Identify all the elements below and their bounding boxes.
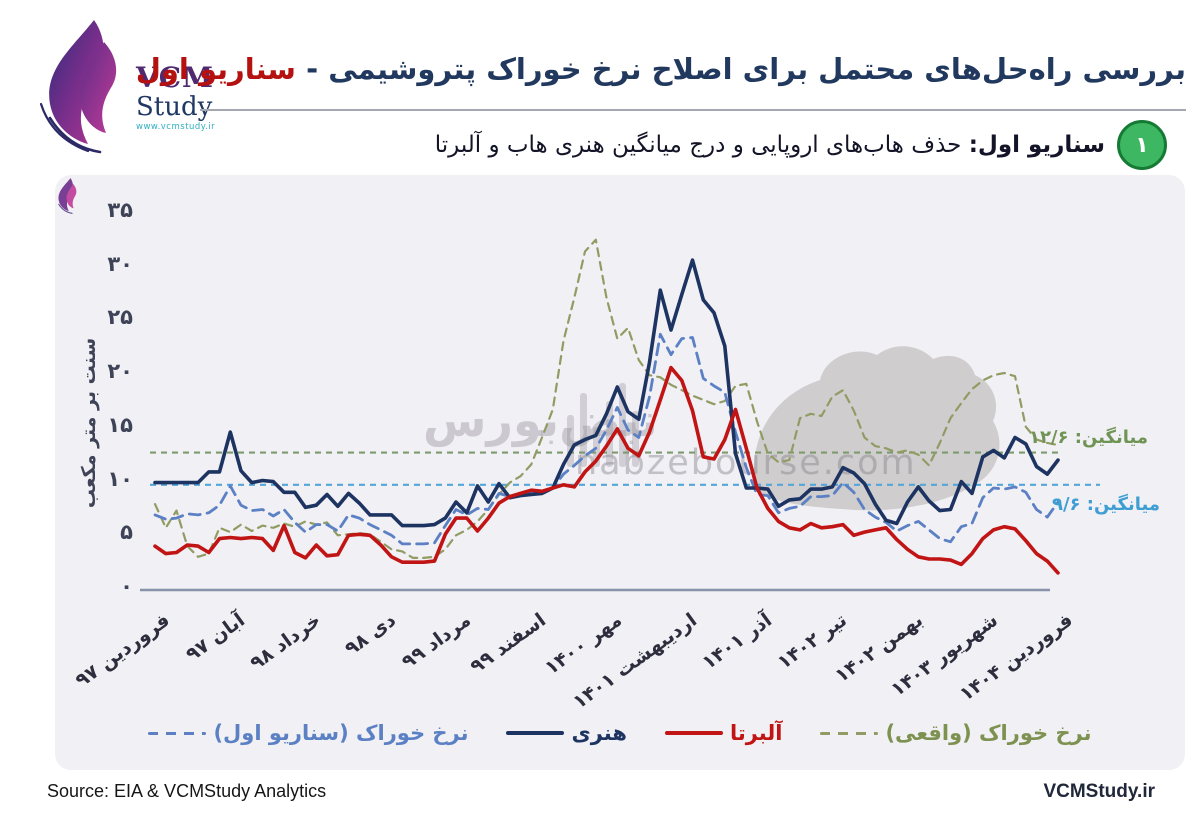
legend-sample-henry (506, 731, 565, 735)
series-scenario1 (153, 332, 1060, 546)
mean-label-actual-mean: میانگین: ۱۲/۶ (1028, 426, 1148, 448)
watermark-bull-icon (753, 346, 1000, 511)
vcmstudy-logo: VCM Study www.vcmstudy.ir (36, 18, 256, 158)
legend-item-scenario1: نرخ خوراک (سناریو اول) (148, 721, 468, 745)
logo-text-vcm: VCM (136, 61, 215, 94)
legend-sample-actual (820, 731, 879, 735)
legend-label-henry: هنری (571, 721, 627, 745)
y-tick-5: ۵ (120, 520, 133, 545)
legend-sample-scenario1 (148, 731, 207, 735)
page-title: بررسی راه‌حل‌های محتمل برای اصلاح نرخ خو… (136, 52, 1186, 86)
scenario-note-text: سناریو اول: حذف هاب‌های اروپایی و درج می… (435, 132, 1105, 158)
flame-logo-icon (39, 20, 117, 154)
source-note: Source: EIA & VCMStudy Analytics (47, 781, 327, 801)
legend-label-scenario1: نرخ خوراک (سناریو اول) (213, 721, 469, 745)
watermark-brand: نبض‌بورس (423, 393, 658, 447)
legend-label-actual: نرخ خوراک (واقعی) (885, 721, 1092, 745)
scenario-note-rest: حذف هاب‌های اروپایی و درج میانگین هنری ه… (434, 132, 969, 158)
legend-sample-alberta (664, 731, 723, 735)
logo-text-study: Study (136, 92, 213, 122)
series-henry (153, 258, 1060, 528)
y-tick-0: ۰ (120, 574, 133, 598)
legend-item-actual: نرخ خوراک (واقعی) (820, 721, 1092, 745)
chart-panel: نبض‌بورس nabzebourse.com سنت بر متر مکعب… (55, 175, 1185, 770)
y-tick-25: ۲۵ (107, 305, 133, 330)
page-title-main: بررسی راه‌حل‌های محتمل برای اصلاح نرخ خو… (295, 52, 1186, 86)
series-alberta (153, 365, 1060, 575)
y-tick-35: ۳۵ (107, 197, 133, 222)
title-divider (200, 109, 1186, 111)
legend-label-alberta: آلبرتا (729, 721, 783, 745)
y-tick-30: ۳۰ (107, 251, 133, 276)
legend-item-henry: هنری (506, 721, 627, 745)
site-link: VCMStudy.ir (1043, 781, 1155, 802)
chart-legend: نرخ خوراک (سناریو اول) هنری آلبرتا نرخ خورا… (55, 721, 1185, 745)
y-tick-10: ۱۰ (107, 466, 133, 491)
series-actual (153, 238, 1060, 559)
scenario-note-bold: سناریو اول: (968, 132, 1105, 158)
y-tick-20: ۲۰ (107, 359, 133, 383)
logo-url: www.vcmstudy.ir (136, 122, 216, 132)
page-title-highlight: سناریو اول (135, 52, 296, 86)
scenario-number-badge: ۱ (1117, 120, 1167, 170)
watermark-flame-icon (58, 178, 77, 214)
legend-item-alberta: آلبرتا (664, 721, 783, 745)
scenario-note: ۱ سناریو اول: حذف هاب‌های اروپایی و درج … (435, 120, 1167, 170)
mean-label-scenario-mean: میانگین: ۹/۶ (1051, 493, 1160, 515)
line-chart (140, 238, 1100, 592)
y-tick-15: ۱۵ (107, 412, 133, 437)
